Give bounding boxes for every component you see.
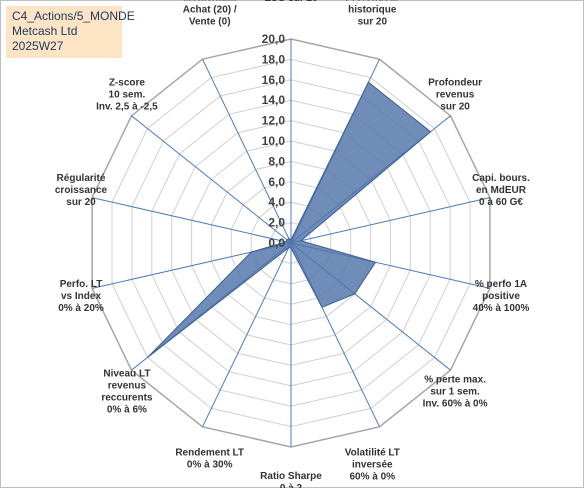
axis-label: Capi. bours. en MdEUR 0 à 60 G€ xyxy=(472,173,530,208)
axis-label-line: 0 à 2 xyxy=(280,483,303,488)
tick-label: 10,0 xyxy=(262,134,286,148)
axis-label-line: Profondeur xyxy=(428,78,482,89)
axis-label-line: Z-score xyxy=(109,78,146,89)
axis-label: NoteESG sur 20 xyxy=(264,0,318,4)
axis-label-line: Achat (20) / xyxy=(183,5,237,16)
axis-label: MomentumAchat (20) /Vente (0) xyxy=(183,0,237,28)
axis-label-line: Perfo. LT xyxy=(60,279,103,290)
axis-label-line: 60% à 0% xyxy=(350,471,396,482)
tick-label: 18,0 xyxy=(262,52,286,66)
axis-label-line: sur 20 xyxy=(358,17,388,28)
axis-label-line: Capi. bours. xyxy=(472,173,530,184)
axis-label-line: Volatilité LT xyxy=(345,447,400,458)
axis-label: Régularité croissance sur 20 xyxy=(55,173,108,208)
axis-label-line: revenus xyxy=(108,380,147,391)
axis-label-line: 0% à 20% xyxy=(58,303,104,314)
axis-label-line: inversée xyxy=(352,459,393,470)
axis-label-line: 0 à 60 G€ xyxy=(479,197,523,208)
axis-label: Profondeurhistoriquesur 20 xyxy=(345,0,399,28)
axis-label: Volatilité LT inversée 60% à 0% xyxy=(345,447,400,482)
info-category: C4_Actions/5_MONDE xyxy=(12,9,135,23)
axis-label-line: Inv. 2,5 à -2,5 xyxy=(96,102,158,113)
axis-label: Niveau LT revenus reccurents 0% à 6% xyxy=(101,368,153,415)
axis-label-line: croissance xyxy=(55,185,108,196)
tick-label: 2,0 xyxy=(268,216,285,230)
axis-label-line: sur 20 xyxy=(66,197,96,208)
info-box: C4_Actions/5_MONDE Metcash Ltd 2025W27 xyxy=(6,6,135,58)
axis-label-line: vs Index xyxy=(61,291,101,302)
axis-label: % perfo 1A positive 40% à 100% xyxy=(473,279,530,314)
axis-label: Ratio Sharpe0 à 2 xyxy=(260,471,322,488)
axis-spoke xyxy=(91,197,292,244)
axis-label-line: Rendement LT xyxy=(175,447,244,458)
tick-label: 14,0 xyxy=(262,93,286,107)
radar-axis-labels: NoteESG sur 20Profondeurhistoriquesur 20… xyxy=(55,0,530,488)
axis-label-line: Momentum xyxy=(183,0,236,4)
axis-label-line: en MdEUR xyxy=(476,185,527,196)
axis-label-line: Ratio Sharpe xyxy=(260,471,322,482)
tick-label: 12,0 xyxy=(262,114,286,128)
tick-label: 16,0 xyxy=(262,73,286,87)
axis-label-line: Vente (0) xyxy=(189,17,231,28)
axis-label-line: revenus xyxy=(436,90,475,101)
axis-label-line: Profondeur xyxy=(345,0,399,4)
axis-label-line: historique xyxy=(348,5,397,16)
tick-label: 6,0 xyxy=(268,175,285,189)
axis-label: Z-score 10 sem. Inv. 2,5 à -2,5 xyxy=(96,78,158,113)
axis-spoke xyxy=(131,115,292,244)
axis-spoke xyxy=(202,242,292,428)
axis-label-line: Inv. 60% à 0% xyxy=(423,398,488,409)
tick-label: 4,0 xyxy=(268,195,285,209)
axis-label-line: 0% à 6% xyxy=(107,404,147,415)
axis-label-line: % perte max. xyxy=(424,374,486,385)
axis-label-line: positive xyxy=(482,291,520,302)
tick-label: 8,0 xyxy=(268,154,285,168)
axis-label: % perte max. sur 1 sem. Inv. 60% à 0% xyxy=(423,374,488,409)
axis-label-line: reccurents xyxy=(101,392,153,403)
axis-spoke xyxy=(290,197,491,244)
axis-label: Perfo. LT vs Index 0% à 20% xyxy=(58,279,104,314)
axis-spoke xyxy=(202,58,292,244)
tick-label: 0,0 xyxy=(268,236,285,250)
axis-label: Profondeur revenus sur 20 xyxy=(428,78,482,113)
axis-label-line: 0% à 30% xyxy=(187,459,233,470)
axis-label: Rendement LT 0% à 30% xyxy=(175,447,244,470)
info-company: Metcash Ltd xyxy=(12,24,78,38)
axis-label-line: Niveau LT xyxy=(103,368,150,379)
axis-label-line: sur 1 sem. xyxy=(430,386,480,397)
axis-label-line: % perfo 1A xyxy=(475,279,527,290)
axis-label-line: Régularité xyxy=(57,173,106,184)
axis-label-line: 10 sem. xyxy=(109,90,146,101)
axis-label-line: ESG sur 20 xyxy=(264,0,318,4)
axis-label-line: 40% à 100% xyxy=(473,303,530,314)
axis-label-line: sur 20 xyxy=(440,102,470,113)
radar-ticks: 0,0 2,0 4,0 6,0 8,0 10,0 12,0 14,0 16,0 18,0 20,0 xyxy=(262,32,286,250)
tick-label: 20,0 xyxy=(262,32,286,46)
radar-series xyxy=(147,81,432,358)
info-period: 2025W27 xyxy=(12,39,64,53)
